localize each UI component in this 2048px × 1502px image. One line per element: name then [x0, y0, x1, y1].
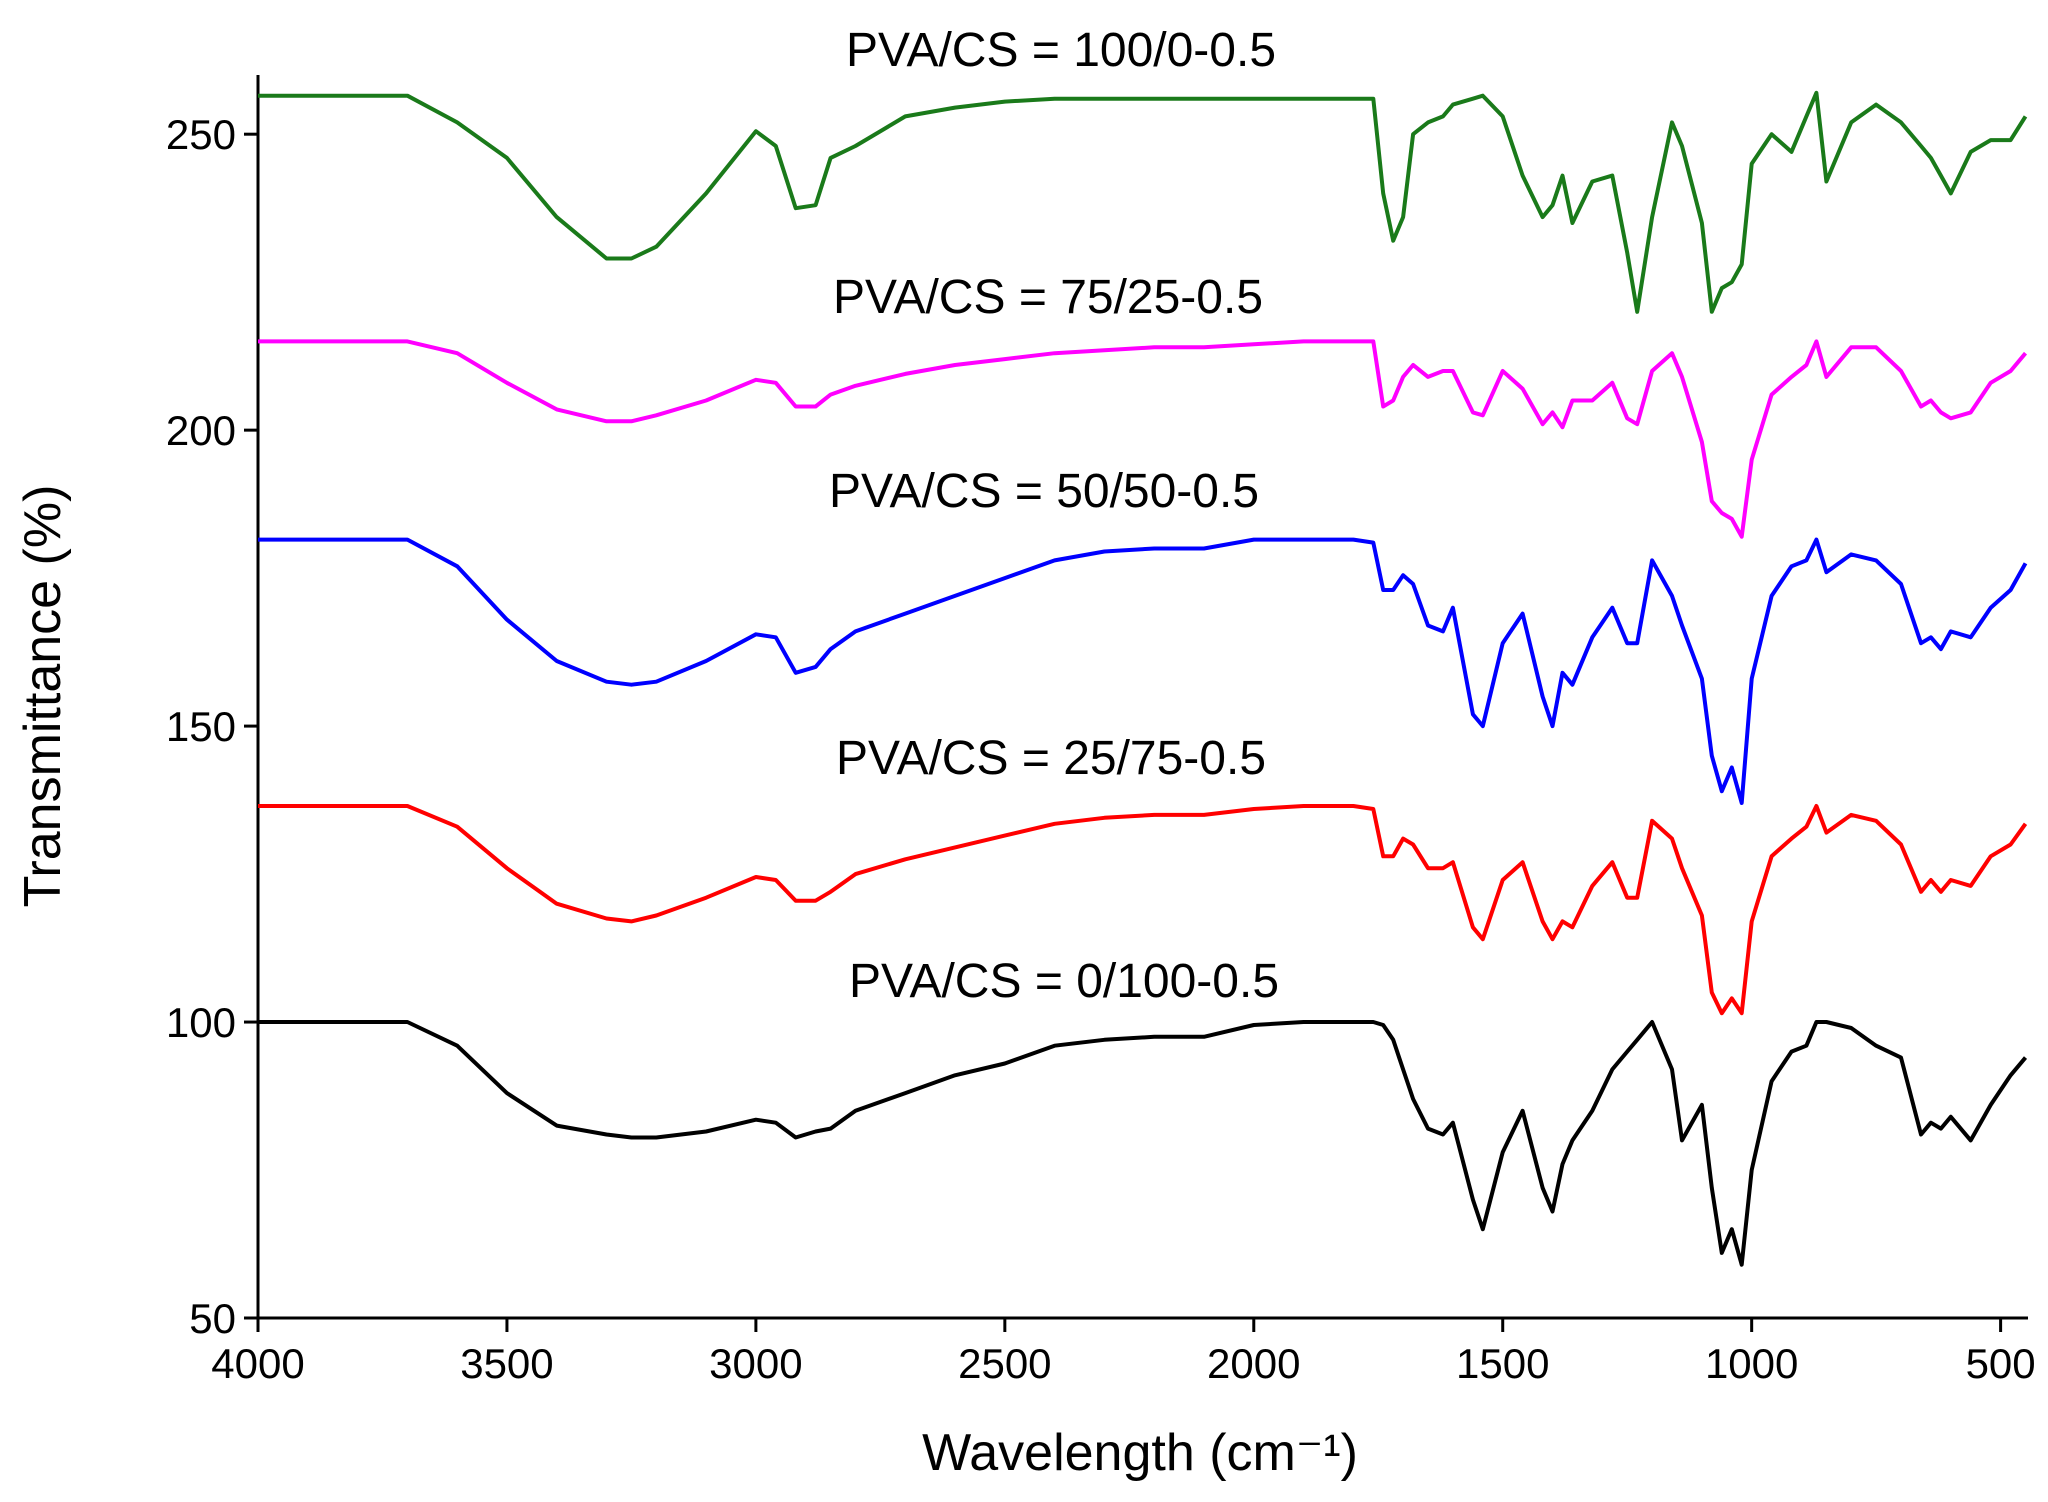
series-label: PVA/CS = 100/0-0.5 [846, 24, 1276, 77]
x-tick-label: 3000 [709, 1340, 802, 1387]
series-line [258, 90, 2028, 314]
x-tick-label: 1500 [1456, 1340, 1549, 1387]
series-label: PVA/CS = 50/50-0.5 [829, 465, 1259, 518]
x-tick-label: 3500 [460, 1340, 553, 1387]
x-tick-label: 2500 [958, 1340, 1051, 1387]
x-tick-label: 2000 [1207, 1340, 1300, 1387]
x-axis-label: Wavelength (cm⁻¹) [922, 1424, 1358, 1482]
series-label: PVA/CS = 75/25-0.5 [833, 271, 1263, 324]
x-tick-label: 1000 [1705, 1340, 1798, 1387]
y-tick-label: 250 [166, 111, 236, 158]
series-line [258, 1020, 2028, 1267]
series-line [258, 804, 2028, 1016]
series-label: PVA/CS = 0/100-0.5 [849, 955, 1279, 1008]
y-tick-label: 200 [166, 407, 236, 454]
series-line [258, 537, 2028, 805]
y-tick-label: 100 [166, 999, 236, 1046]
y-tick-label: 150 [166, 703, 236, 750]
series-label: PVA/CS = 25/75-0.5 [836, 732, 1266, 785]
y-tick-label: 50 [189, 1295, 236, 1342]
series-line [258, 339, 2028, 539]
y-axis-label: Transmittance (%) [14, 485, 72, 908]
x-tick-label: 4000 [211, 1340, 304, 1387]
x-tick-label: 500 [1966, 1340, 2036, 1387]
